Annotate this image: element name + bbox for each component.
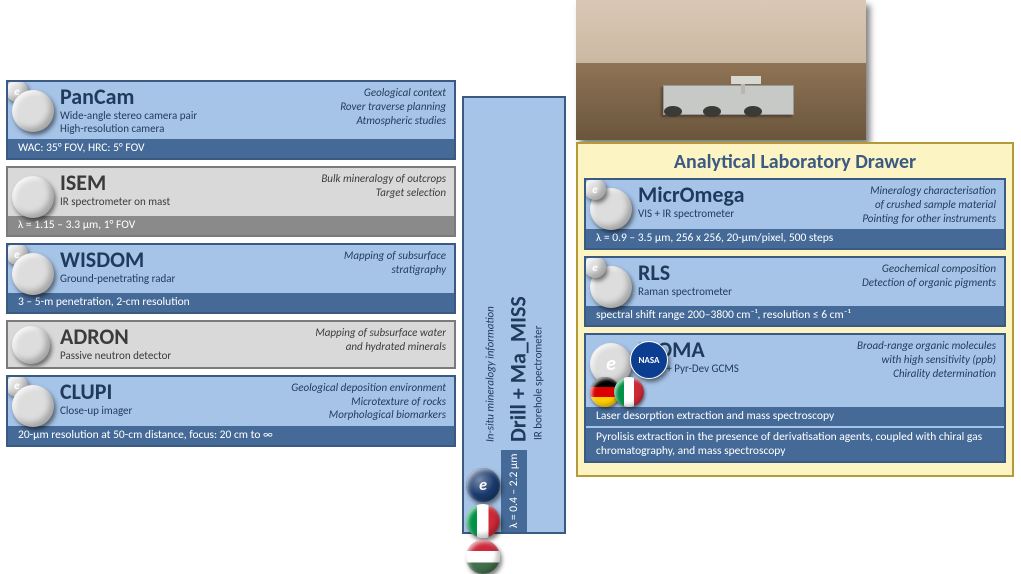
flag-it-icon: [466, 504, 500, 538]
drill-sub: IR borehole spectrometer: [532, 325, 545, 439]
micromega-desc: Mineralogy characterisationof crushed sa…: [862, 184, 996, 225]
flag-uk-esa-icon: [12, 90, 54, 132]
pancam-name: PanCam: [60, 86, 340, 108]
wisdom-spec: 3 – 5-m penetration, 2-cm resolution: [8, 293, 454, 312]
micromega-sub1: VIS + IR spectrometer: [638, 208, 862, 221]
isem-sub1: IR spectrometer on mast: [60, 196, 321, 209]
wisdom-name: WISDOM: [60, 249, 344, 271]
isem-desc: Bulk mineralogy of outcropsTarget select…: [321, 172, 446, 212]
clupi-card: CLUPI Close-up imagerGeological depositio…: [6, 375, 456, 447]
ald-panel: Analytical Laboratory Drawer MicrOmega VI…: [576, 142, 1014, 477]
rls-sub1: Raman spectrometer: [638, 286, 862, 299]
pancam-card: PanCam Wide-angle stereo camera pairHigh-…: [6, 80, 456, 160]
pancam-sub1: Wide-angle stereo camera pair: [60, 110, 340, 123]
flag-ch-esa-icon: [12, 385, 54, 427]
pancam-sub2: High-resolution camera: [60, 123, 340, 136]
nasa-logo-icon: NASA: [630, 341, 668, 379]
adron-desc: Mapping of subsurface waterand hydrated …: [315, 326, 446, 363]
left-column: PanCam Wide-angle stereo camera pairHigh-…: [6, 80, 456, 453]
moma-name: MOMA: [638, 339, 857, 361]
moma-desc: Broad-range organic moleculeswith high s…: [857, 339, 996, 403]
wisdom-card: WISDOM Ground-penetrating radarMapping of…: [6, 243, 456, 314]
esa-logo-icon: [466, 468, 500, 502]
clupi-sub1: Close-up imager: [60, 405, 291, 418]
wisdom-sub1: Ground-penetrating radar: [60, 273, 344, 286]
wisdom-desc: Mapping of subsurfacestratigraphy: [344, 249, 446, 289]
adron-card: ADRON Passive neutron detectorMapping of …: [6, 320, 456, 369]
flag-ru-ros-icon: [12, 326, 50, 364]
rls-card: RLS Raman spectrometerGeochemical composi…: [584, 256, 1006, 327]
rls-name: RLS: [638, 262, 862, 284]
rls-desc: Geochemical compositionDetection of orga…: [862, 262, 996, 302]
moma-spec: Laser desorption extraction and mass spe…: [586, 407, 1004, 426]
micromega-card: MicrOmega VIS + IR spectrometerMineralogy…: [584, 178, 1006, 250]
clupi-spec: 20-μm resolution at 50-cm distance, focu…: [8, 426, 454, 445]
esa-logo-icon: [584, 178, 606, 200]
drill-name: Drill + Ma_MISS: [505, 296, 532, 442]
pancam-spec: WAC: 35° FOV, HRC: 5° FOV: [8, 139, 454, 158]
flag-ru-ros-icon: [12, 176, 54, 218]
flag-hu-icon: [466, 540, 500, 574]
adron-name: ADRON: [60, 326, 315, 348]
isem-card: ISEM IR spectrometer on mastBulk mineralo…: [6, 166, 456, 237]
flag-fr-esa-icon: [12, 253, 54, 295]
pancam-desc: Geological contextRover traverse plannin…: [340, 86, 446, 135]
moma-card: MOMA LDMS + Pyr-Dev GCMSBroad-range organ…: [584, 333, 1006, 463]
drill-spec: λ = 0.4 – 2.2 μm: [501, 450, 527, 532]
isem-name: ISEM: [60, 172, 321, 194]
micromega-spec: λ = 0.9 – 3.5 μm, 256 x 256, 20-μm/pixel…: [586, 229, 1004, 248]
ald-title: Analytical Laboratory Drawer: [584, 150, 1006, 174]
micromega-name: MicrOmega: [638, 184, 862, 206]
moma-spec2: Pyrolisis extraction in the presence of …: [586, 426, 1004, 461]
rls-spec: spectral shift range 200–3800 cm⁻¹, reso…: [586, 306, 1004, 325]
clupi-name: CLUPI: [60, 381, 291, 403]
drill-flags: [466, 468, 500, 574]
drill-desc: In-situ mineralogy information: [480, 98, 501, 450]
adron-sub1: Passive neutron detector: [60, 350, 315, 363]
rover-photo: [576, 0, 866, 140]
moma-sub1: LDMS + Pyr-Dev GCMS: [638, 363, 857, 376]
clupi-desc: Geological deposition environmentMicrote…: [291, 381, 446, 422]
isem-spec: λ = 1.15 – 3.3 μm, 1° FOV: [8, 216, 454, 235]
